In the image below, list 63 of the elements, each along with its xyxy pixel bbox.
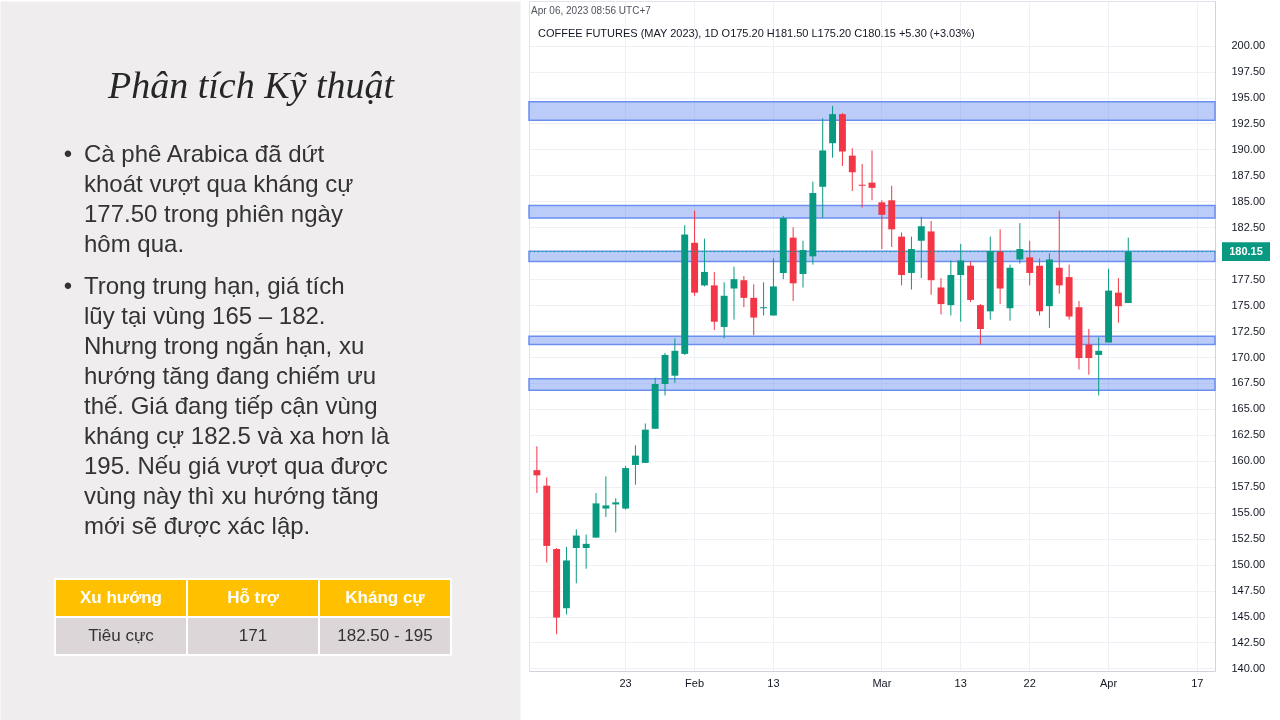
x-tick-label: Feb bbox=[685, 676, 705, 689]
y-tick-label: 145.00 bbox=[1231, 610, 1266, 623]
y-tick-label: 197.50 bbox=[1231, 65, 1266, 78]
y-tick-label: 182.50 bbox=[1231, 220, 1266, 233]
x-tick-label: 17 bbox=[1191, 676, 1204, 689]
candlestick bbox=[1114, 277, 1122, 324]
candlestick bbox=[976, 303, 984, 346]
y-tick-label: 177.50 bbox=[1231, 272, 1266, 285]
text: 182.50 - 195 bbox=[337, 626, 433, 645]
x-tick-label: 22 bbox=[1023, 676, 1036, 689]
candlestick bbox=[858, 163, 866, 209]
text: Xu hướng bbox=[80, 588, 162, 607]
y-tick-label: 140.00 bbox=[1231, 661, 1266, 674]
candlestick bbox=[632, 444, 639, 486]
candlestick bbox=[1026, 240, 1034, 286]
y-tick-label: 200.00 bbox=[1231, 39, 1266, 52]
y-tick-label: 162.50 bbox=[1231, 428, 1266, 441]
y-tick-label: 192.50 bbox=[1231, 116, 1266, 129]
y-tick-label: 147.50 bbox=[1231, 584, 1266, 597]
text: COFFEE FUTURES (MAY 2023), 1D O175.20 H181.50 L175.20 C180.15 +5.30 (+3.03%) bbox=[538, 27, 975, 39]
text: 171 bbox=[238, 626, 268, 645]
candlestick bbox=[533, 445, 541, 494]
ref-line-label: 180.15 bbox=[1229, 244, 1263, 257]
y-tick-label: 155.00 bbox=[1231, 506, 1266, 519]
y-tick-label: 172.50 bbox=[1231, 324, 1266, 337]
text: Hỗ trợ bbox=[227, 588, 280, 607]
text: • Trong trung hạn, giá tích lũy tại vùng 165 – 182. Nhưng trong ngắn hạn, xu hướng tăng đang chiếm ưu thế. Giá đang tiếp cận vùng kháng cự 182.5 và xa hơn là 195. Nếu giá vượt qua được vùng này thì xu hướng tăng mới sẽ được xác lập. bbox=[63, 272, 390, 539]
y-tick-label: 157.50 bbox=[1231, 480, 1266, 493]
y-tick-label: 187.50 bbox=[1231, 168, 1266, 181]
candlestick bbox=[1055, 210, 1063, 295]
x-tick-label: 13 bbox=[767, 676, 780, 689]
candlestick bbox=[572, 528, 580, 584]
candlestick bbox=[1085, 328, 1093, 376]
candlestick bbox=[1095, 336, 1103, 396]
y-tick-label: 165.00 bbox=[1231, 402, 1266, 415]
candlestick bbox=[740, 275, 748, 308]
y-tick-label: 160.00 bbox=[1231, 454, 1266, 467]
y-tick-label: 185.00 bbox=[1231, 194, 1266, 207]
candlestick bbox=[848, 147, 856, 192]
y-tick-label: 170.00 bbox=[1231, 350, 1266, 363]
text: Kháng cự bbox=[345, 588, 426, 607]
candlestick bbox=[582, 534, 590, 570]
x-tick-label: Mar bbox=[872, 676, 892, 689]
annotation: Apr 06, 2023 08:56 UTC+7 bbox=[531, 5, 652, 16]
text: • Cà phê Arabica đã dứt khoát vượt qua kháng cự 177.50 trong phiên ngày hôm qua. bbox=[63, 140, 354, 257]
y-tick-label: 190.00 bbox=[1231, 142, 1266, 155]
candlestick bbox=[612, 497, 620, 533]
candlestick bbox=[730, 266, 738, 321]
y-tick-label: 175.00 bbox=[1231, 298, 1266, 311]
text: Tiêu cực bbox=[88, 626, 155, 645]
candlestick bbox=[760, 281, 768, 316]
y-tick-label: 152.50 bbox=[1231, 532, 1266, 545]
x-tick-label: Apr bbox=[1099, 676, 1118, 689]
y-tick-label: 195.00 bbox=[1231, 91, 1266, 104]
candlestick bbox=[602, 475, 610, 518]
y-tick-label: 142.50 bbox=[1231, 635, 1266, 648]
candlestick bbox=[750, 283, 758, 336]
x-tick-label: 23 bbox=[619, 676, 632, 689]
y-tick-label: 167.50 bbox=[1231, 376, 1266, 389]
x-tick-label: 13 bbox=[954, 676, 967, 689]
y-tick-label: 150.00 bbox=[1231, 558, 1266, 571]
candlestick bbox=[878, 199, 886, 250]
text: Phân tích Kỹ thuật bbox=[106, 64, 396, 106]
